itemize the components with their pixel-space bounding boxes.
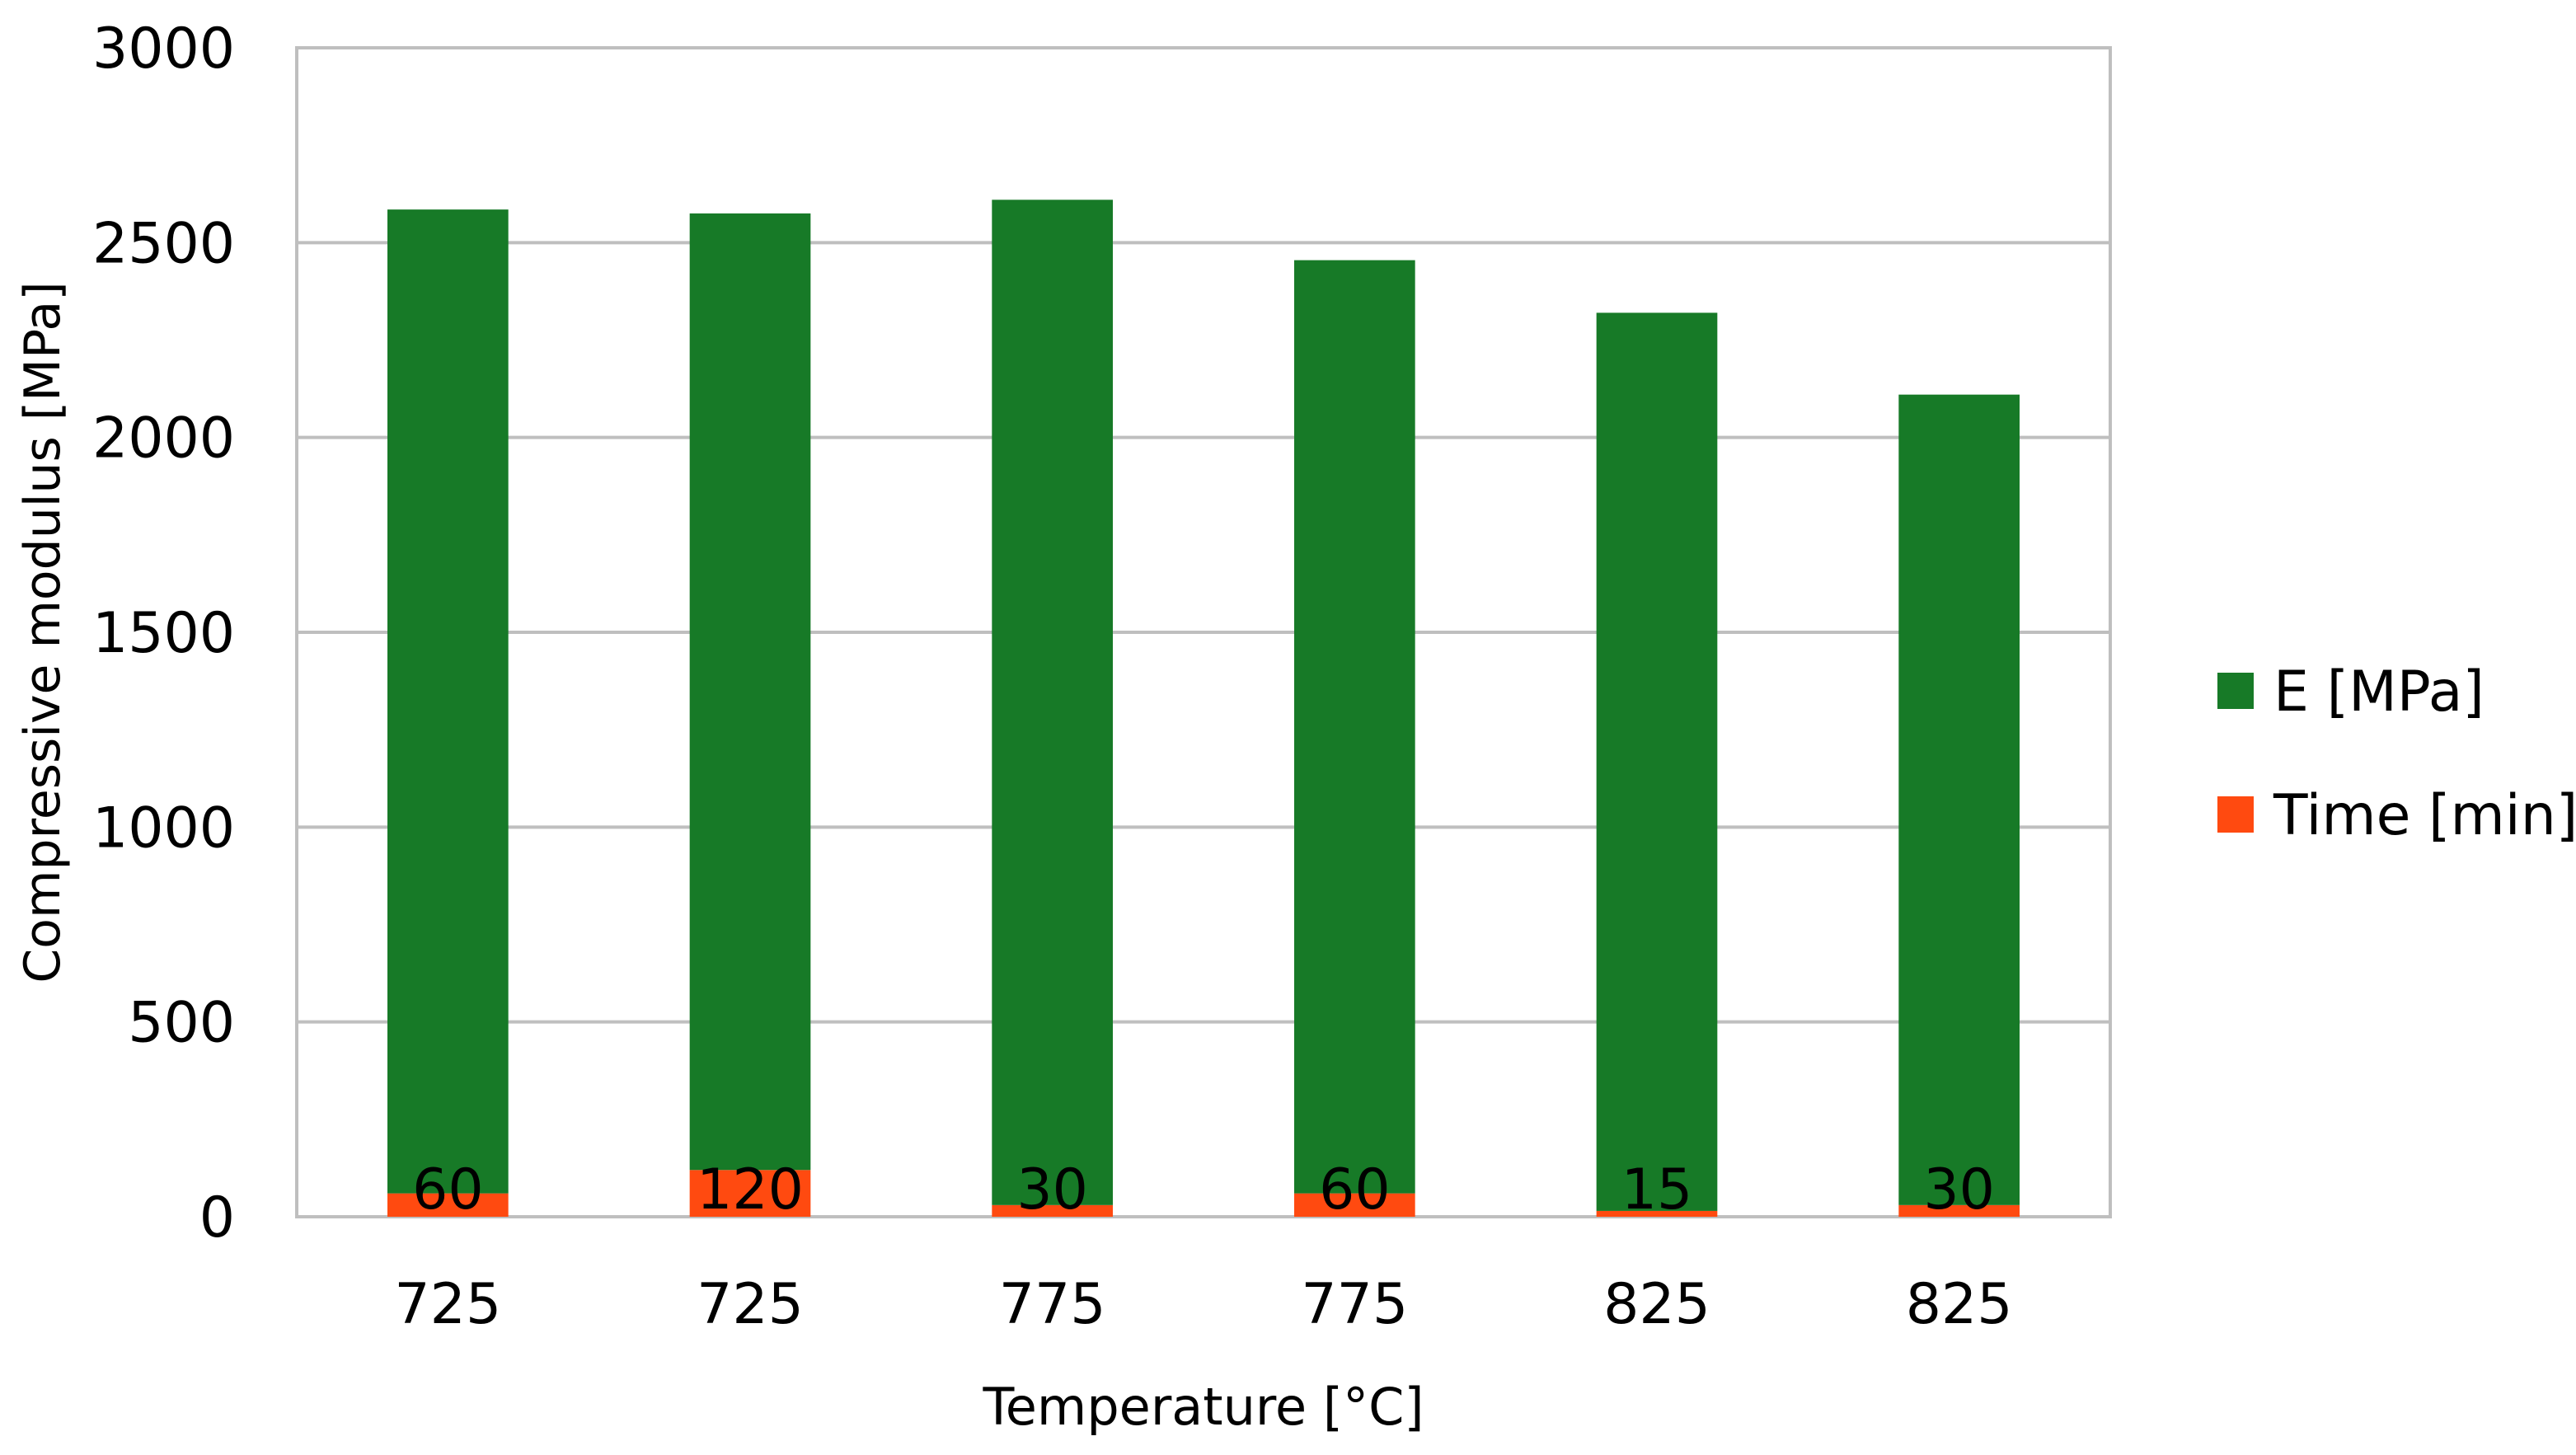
legend-label: Time [min] — [2273, 783, 2576, 848]
legend: E [MPa] Time [min] — [2217, 659, 2576, 848]
y-axis-title: Compressive modulus [MPa] — [14, 281, 72, 983]
y-tick-label: 0 — [199, 1185, 235, 1251]
plot-area-frame — [295, 46, 2112, 1218]
x-tick-label: 725 — [697, 1272, 804, 1337]
y-tick-label: 2500 — [92, 211, 235, 276]
y-tick-label: 3000 — [92, 16, 235, 82]
data-label: 120 — [697, 1157, 804, 1223]
y-tick-labels: 0 500 1000 1500 2000 2500 3000 — [92, 16, 235, 1251]
legend-swatch — [2217, 796, 2254, 833]
data-labels: 60 120 30 60 15 30 — [412, 1157, 1995, 1223]
data-label: 30 — [1016, 1157, 1088, 1223]
bar-modulus — [1294, 260, 1415, 1194]
bar-time — [1596, 1210, 1718, 1217]
x-tick-labels: 725 725 775 775 825 825 — [394, 1272, 2012, 1337]
gridlines — [297, 46, 2110, 1024]
data-label: 60 — [412, 1157, 484, 1223]
x-tick-label: 825 — [1906, 1272, 2013, 1337]
bar-time — [387, 1193, 509, 1217]
y-tick-label: 2000 — [92, 406, 235, 472]
bars — [387, 199, 2020, 1217]
bar-modulus — [992, 199, 1113, 1205]
y-tick-label: 1500 — [92, 601, 235, 666]
bar-time — [689, 1170, 811, 1217]
legend-label: E [MPa] — [2273, 659, 2485, 725]
bar-time — [1294, 1193, 1415, 1217]
x-tick-label: 775 — [1301, 1272, 1408, 1337]
bar-time — [992, 1204, 1113, 1217]
bar-modulus — [1596, 312, 1718, 1211]
data-label: 15 — [1621, 1157, 1693, 1223]
legend-swatch — [2217, 673, 2254, 709]
bar-time — [1898, 1204, 2020, 1217]
bar-modulus — [689, 213, 811, 1171]
bar-modulus — [1898, 394, 2020, 1205]
x-axis-title: Temperature [°C] — [982, 1377, 1424, 1437]
data-label: 60 — [1319, 1157, 1391, 1223]
y-tick-label: 1000 — [92, 796, 235, 861]
x-tick-label: 725 — [394, 1272, 501, 1337]
y-tick-label: 500 — [128, 991, 235, 1056]
x-tick-label: 825 — [1603, 1272, 1710, 1337]
x-tick-label: 775 — [999, 1272, 1106, 1337]
bar-modulus — [387, 209, 509, 1194]
data-label: 30 — [1923, 1157, 1995, 1223]
